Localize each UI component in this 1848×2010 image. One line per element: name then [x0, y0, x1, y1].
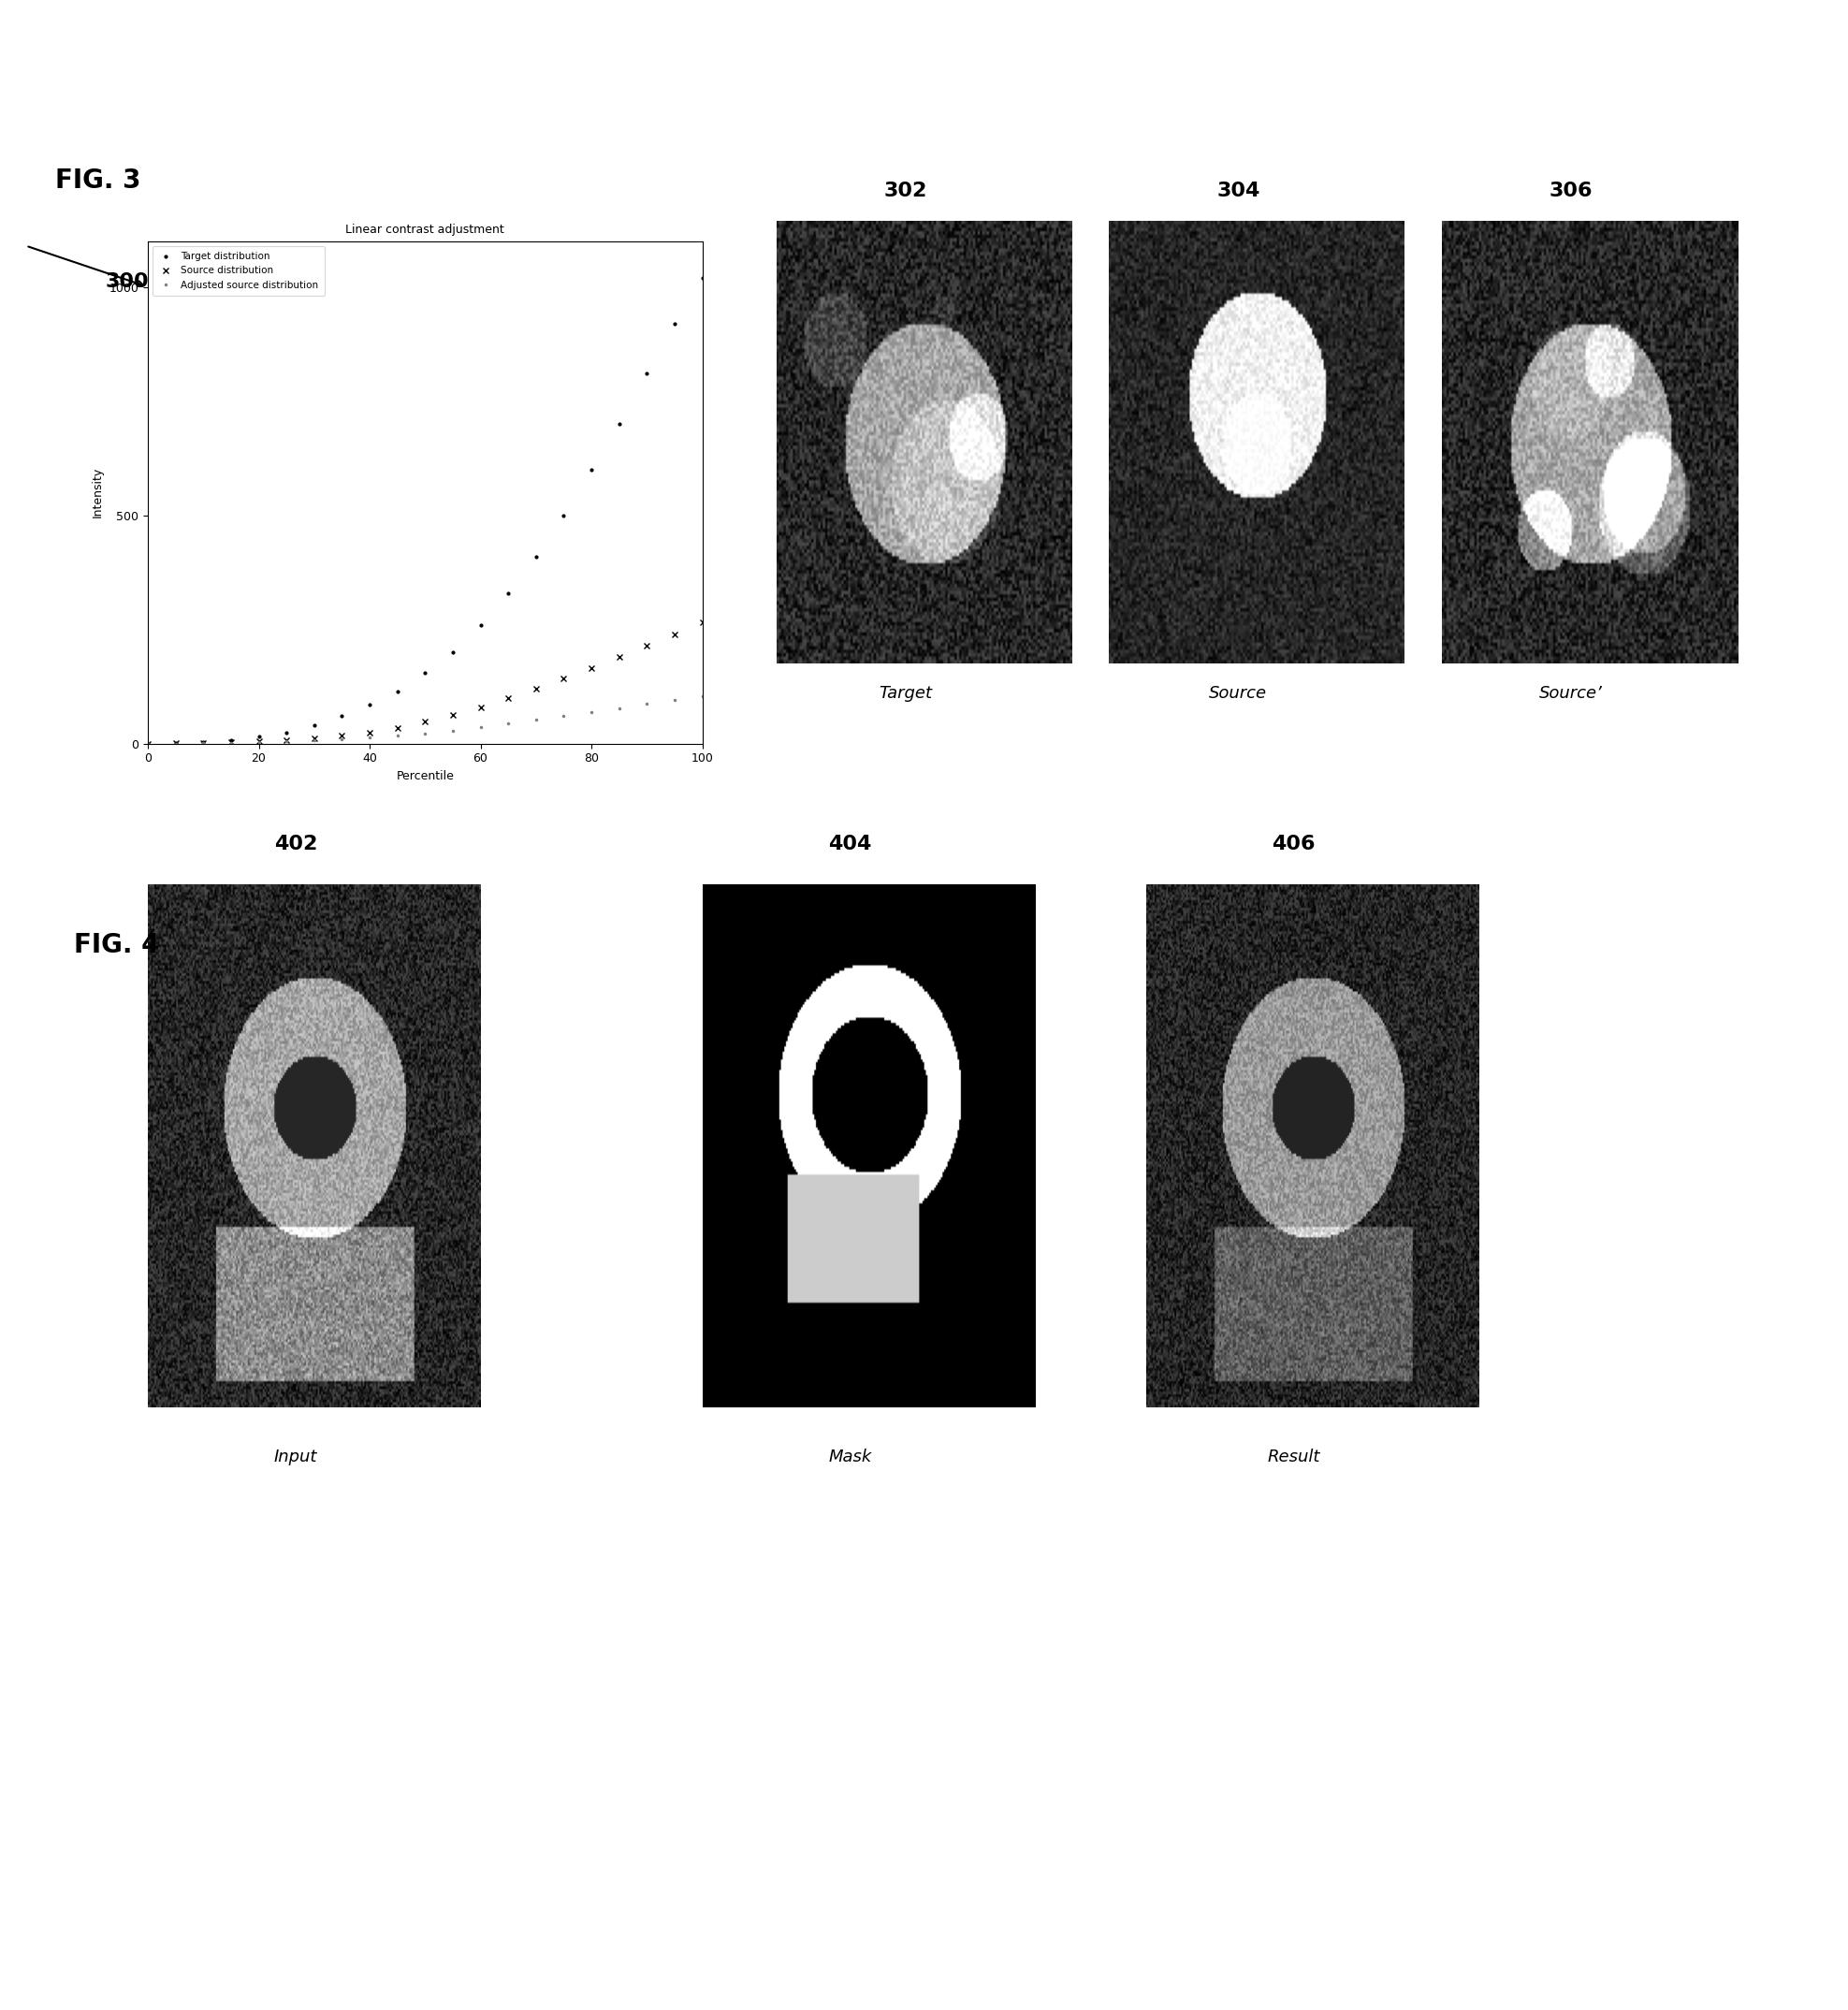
Target distribution — [386, 679, 408, 704]
Line: Source distribution: Source distribution — [146, 619, 704, 746]
Text: 304: 304 — [1216, 181, 1260, 201]
Source distribution — [359, 720, 381, 744]
Text: 300: 300 — [105, 271, 150, 291]
Target distribution — [469, 613, 492, 637]
Text: Source: Source — [1209, 685, 1268, 701]
Target distribution — [359, 693, 381, 718]
Source distribution — [331, 724, 353, 748]
Adjusted source distribution — [580, 699, 602, 724]
Source distribution — [220, 730, 242, 754]
Source distribution — [137, 732, 159, 756]
Source distribution — [414, 710, 436, 734]
Target distribution — [414, 661, 436, 685]
Source distribution — [636, 633, 658, 657]
Target distribution — [164, 732, 187, 756]
Target distribution — [303, 714, 325, 738]
Title: Linear contrast adjustment: Linear contrast adjustment — [346, 223, 505, 237]
Adjusted source distribution — [192, 732, 214, 756]
Target distribution — [636, 362, 658, 386]
Source distribution — [663, 621, 686, 645]
Target distribution — [331, 704, 353, 728]
Text: Target: Target — [880, 685, 931, 701]
Adjusted source distribution — [553, 704, 575, 728]
Source distribution — [691, 611, 713, 635]
Text: FIG. 4: FIG. 4 — [74, 931, 159, 959]
Target distribution — [663, 312, 686, 336]
Target distribution — [608, 412, 630, 436]
Target distribution — [442, 641, 464, 665]
Text: 302: 302 — [883, 181, 928, 201]
Target distribution — [691, 265, 713, 289]
Line: Target distribution: Target distribution — [146, 275, 704, 746]
Source distribution — [580, 655, 602, 679]
Source distribution — [303, 726, 325, 750]
Adjusted source distribution — [469, 716, 492, 740]
Target distribution — [192, 730, 214, 754]
Adjusted source distribution — [497, 712, 519, 736]
Adjusted source distribution — [359, 726, 381, 750]
Adjusted source distribution — [248, 730, 270, 754]
Text: Input: Input — [274, 1449, 318, 1465]
Adjusted source distribution — [303, 728, 325, 752]
Source distribution — [608, 645, 630, 669]
Adjusted source distribution — [137, 732, 159, 756]
Source distribution — [386, 716, 408, 740]
Target distribution — [275, 720, 298, 744]
Legend: Target distribution, Source distribution, Adjusted source distribution: Target distribution, Source distribution… — [153, 245, 325, 295]
Text: 404: 404 — [828, 834, 872, 854]
Target distribution — [580, 458, 602, 482]
Adjusted source distribution — [663, 687, 686, 712]
Adjusted source distribution — [608, 695, 630, 720]
Y-axis label: Intensity: Intensity — [92, 466, 103, 519]
Text: Source’: Source’ — [1539, 685, 1602, 701]
Source distribution — [164, 732, 187, 756]
Adjusted source distribution — [220, 732, 242, 756]
Adjusted source distribution — [414, 722, 436, 746]
Text: FIG. 3: FIG. 3 — [55, 167, 140, 195]
Source distribution — [192, 732, 214, 756]
Source distribution — [275, 728, 298, 752]
Source distribution — [469, 695, 492, 720]
Target distribution — [220, 728, 242, 752]
Adjusted source distribution — [275, 730, 298, 754]
Adjusted source distribution — [442, 718, 464, 742]
Source distribution — [525, 677, 547, 701]
X-axis label: Percentile: Percentile — [395, 770, 455, 782]
Target distribution — [553, 502, 575, 527]
Text: 406: 406 — [1271, 834, 1316, 854]
Adjusted source distribution — [691, 683, 713, 708]
Adjusted source distribution — [636, 691, 658, 716]
Source distribution — [553, 667, 575, 691]
Text: 402: 402 — [274, 834, 318, 854]
Target distribution — [248, 726, 270, 750]
Text: Mask: Mask — [828, 1449, 872, 1465]
Source distribution — [248, 730, 270, 754]
Text: 306: 306 — [1549, 181, 1593, 201]
Source distribution — [497, 685, 519, 710]
Line: Adjusted source distribution: Adjusted source distribution — [146, 693, 704, 746]
Adjusted source distribution — [164, 732, 187, 756]
Source distribution — [442, 704, 464, 728]
Adjusted source distribution — [331, 728, 353, 752]
Target distribution — [525, 545, 547, 569]
Target distribution — [137, 732, 159, 756]
Target distribution — [497, 581, 519, 605]
Adjusted source distribution — [386, 724, 408, 748]
Text: Result: Result — [1268, 1449, 1319, 1465]
Adjusted source distribution — [525, 708, 547, 732]
